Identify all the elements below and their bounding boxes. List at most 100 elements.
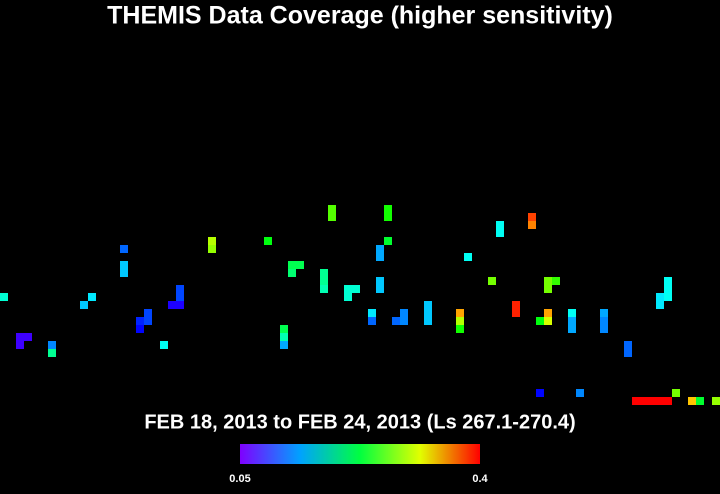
coverage-cell — [376, 245, 384, 253]
coverage-cell — [656, 397, 664, 405]
coverage-cell — [176, 285, 184, 293]
coverage-cell — [688, 397, 696, 405]
coverage-cell — [544, 317, 552, 325]
coverage-cell — [600, 309, 608, 317]
coverage-cell — [544, 309, 552, 317]
coverage-cell — [344, 285, 352, 293]
chart-subtitle: FEB 18, 2013 to FEB 24, 2013 (Ls 267.1-2… — [144, 411, 575, 433]
coverage-cell — [176, 293, 184, 301]
coverage-cell — [456, 325, 464, 333]
coverage-cell — [544, 277, 552, 285]
coverage-cell — [552, 277, 560, 285]
coverage-cell — [664, 397, 672, 405]
coverage-cell — [568, 325, 576, 333]
coverage-cell — [48, 349, 56, 357]
coverage-cell — [344, 293, 352, 301]
coverage-cell — [624, 349, 632, 357]
coverage-cell — [640, 397, 648, 405]
coverage-cell — [528, 221, 536, 229]
coverage-cell — [392, 317, 400, 325]
coverage-cell — [544, 285, 552, 293]
coverage-cell — [120, 245, 128, 253]
coverage-cell — [600, 317, 608, 325]
coverage-cell — [16, 341, 24, 349]
coverage-cell — [600, 325, 608, 333]
coverage-cell — [568, 309, 576, 317]
coverage-cell — [488, 277, 496, 285]
coverage-cell — [400, 309, 408, 317]
coverage-cell — [208, 245, 216, 253]
coverage-cell — [536, 317, 544, 325]
coverage-cell — [328, 205, 336, 213]
coverage-cell — [536, 389, 544, 397]
coverage-cell — [384, 213, 392, 221]
coverage-cell — [672, 389, 680, 397]
coverage-cell — [280, 341, 288, 349]
coverage-cell — [160, 341, 168, 349]
coverage-cell — [664, 293, 672, 301]
coverage-cell — [320, 269, 328, 277]
coverage-cell — [288, 261, 296, 269]
coverage-cell — [368, 317, 376, 325]
colorbar-tick-label: 0.05 — [229, 473, 250, 485]
coverage-cell — [168, 301, 176, 309]
coverage-cell — [624, 341, 632, 349]
coverage-cell — [456, 309, 464, 317]
coverage-cell — [376, 253, 384, 261]
coverage-cell — [320, 277, 328, 285]
coverage-cell — [496, 221, 504, 229]
coverage-cell — [424, 309, 432, 317]
coverage-cell — [664, 285, 672, 293]
coverage-cell — [712, 397, 720, 405]
coverage-cell — [512, 309, 520, 317]
coverage-cell — [80, 301, 88, 309]
coverage-cell — [208, 237, 216, 245]
coverage-cell — [48, 341, 56, 349]
coverage-cell — [456, 317, 464, 325]
coverage-cell — [632, 397, 640, 405]
coverage-cell — [280, 333, 288, 341]
coverage-cell — [424, 301, 432, 309]
coverage-cell — [88, 293, 96, 301]
coverage-cell — [120, 261, 128, 269]
coverage-cell — [0, 293, 8, 301]
coverage-cell — [512, 301, 520, 309]
coverage-cell — [696, 397, 704, 405]
coverage-cell — [656, 301, 664, 309]
coverage-cell — [384, 205, 392, 213]
coverage-cell — [144, 317, 152, 325]
coverage-cell — [424, 317, 432, 325]
colorbar-tick-label: 0.4 — [472, 473, 488, 485]
coverage-cell — [648, 397, 656, 405]
coverage-cell — [120, 269, 128, 277]
coverage-cell — [264, 237, 272, 245]
coverage-cell — [656, 293, 664, 301]
coverage-cell — [496, 229, 504, 237]
coverage-cell — [400, 317, 408, 325]
coverage-cell — [528, 213, 536, 221]
coverage-cell — [176, 301, 184, 309]
coverage-cell — [664, 277, 672, 285]
coverage-cell — [16, 333, 24, 341]
coverage-cell — [576, 389, 584, 397]
coverage-cell — [376, 277, 384, 285]
coverage-cell — [568, 317, 576, 325]
colorbar — [240, 444, 480, 464]
coverage-cell — [136, 317, 144, 325]
coverage-cell — [288, 269, 296, 277]
coverage-cell — [384, 237, 392, 245]
coverage-cell — [136, 325, 144, 333]
coverage-cell — [320, 285, 328, 293]
chart-title: THEMIS Data Coverage (higher sensitivity… — [107, 2, 613, 30]
coverage-cell — [296, 261, 304, 269]
coverage-cell — [144, 309, 152, 317]
coverage-cell — [376, 285, 384, 293]
coverage-cell — [464, 253, 472, 261]
coverage-cell — [328, 213, 336, 221]
coverage-cell — [280, 325, 288, 333]
coverage-cell — [352, 285, 360, 293]
coverage-cell — [24, 333, 32, 341]
coverage-cell — [368, 309, 376, 317]
